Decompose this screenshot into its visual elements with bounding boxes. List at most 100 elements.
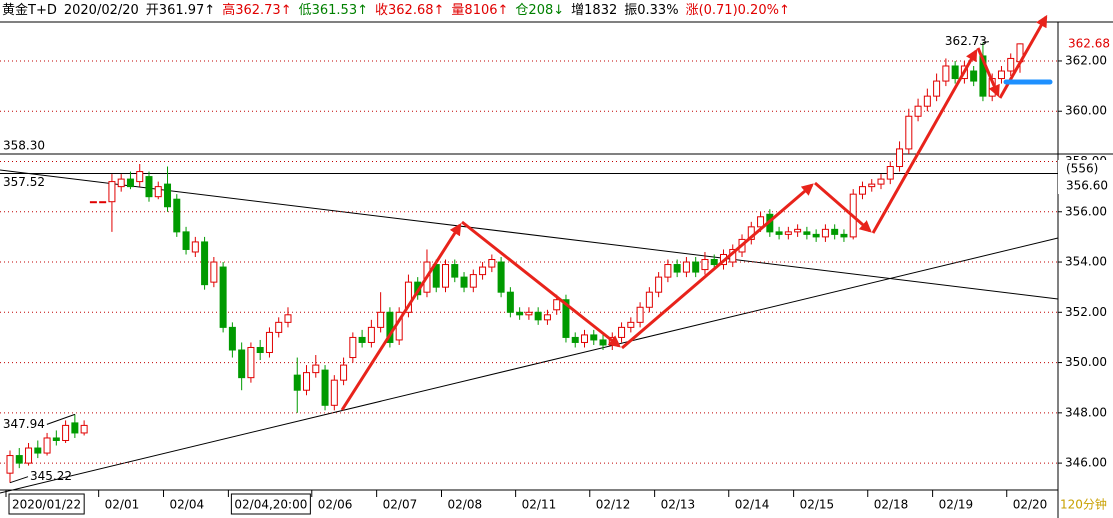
candle-body [553,299,561,311]
quote-text: 开361.97 [145,3,205,18]
annotation: 345.22 [30,469,72,483]
candle-body [154,186,162,198]
candle-body [479,266,487,276]
quote-text: 黄金T+D [2,3,57,18]
candle-body [108,181,116,203]
axis-box-label: (556) [1066,162,1098,176]
candle-body [358,336,366,343]
arrow [814,181,872,233]
arrow [461,220,621,348]
quote-item: 黄金T+D [2,2,57,20]
candle-body [136,171,144,183]
candle-body [525,311,533,316]
last-price: 362.68 [1068,36,1110,50]
candle-body [52,437,60,441]
candle-body [618,326,626,338]
quote-text: 增1832 [571,3,618,18]
candle-body [43,437,51,454]
candle-body [997,70,1005,80]
candle-body [238,349,246,379]
quote-arrow: ↑ [497,3,509,18]
candle-body [330,379,338,406]
quote-item: 涨(0.71)0.20%↑ [686,2,790,20]
x-tick-label: 02/06 [318,498,353,512]
quote-arrow: ↑ [778,3,790,18]
quote-text: 收362.68 [375,3,434,18]
quote-text: 高362.73 [222,3,281,18]
candle-body [803,231,811,235]
quote-item: 开361.97↑ [146,2,215,20]
y-tick-label: 352.00 [1065,305,1107,319]
candle-body [488,259,496,268]
x-tick-label: 02/11 [522,498,557,512]
candle-body [655,276,663,293]
axis-box [1058,160,1113,194]
candle-body [303,372,311,391]
x-tick-label: 02/04 [170,498,205,512]
candle-body [469,274,477,288]
candle-body [923,95,931,107]
x-tick-label: 02/12 [596,498,631,512]
x-tick-label: 02/15 [800,498,835,512]
candle-body [265,331,273,354]
candle-body [284,314,292,323]
candle-body [933,80,941,97]
candle-body [896,148,904,168]
candle-body [182,231,190,250]
candle-body [534,311,542,321]
y-tick-label: 356.00 [1065,204,1107,218]
x-tick-label: 02/13 [661,498,696,512]
candle-body [692,261,700,273]
candle-body [117,178,125,188]
reference-label: 358.30 [3,138,45,152]
annotation-leader [46,413,76,425]
candle-body [886,166,894,180]
candle-body [247,346,255,379]
x-tick-label: 2020/01/22 [12,498,81,512]
candle-body [349,336,357,359]
candle-body [877,178,885,185]
quote-item: 2020/02/20 [64,2,139,20]
candle-body [71,422,79,434]
candle-body [775,231,783,235]
candle-body [682,261,690,273]
quote-text: 涨(0.71)0.20% [685,3,779,18]
candle-body [256,346,264,354]
quote-item: 高362.73↑ [222,2,291,20]
quote-item: 收362.68↑ [375,2,444,20]
candle-body [812,233,820,238]
candle-body [543,314,551,321]
candle-body [321,369,329,406]
candle-body [228,326,236,351]
candle-body [497,261,505,293]
x-tick-label: 02/20 [1013,498,1048,512]
arrow [998,14,1048,99]
quote-item: 振0.33% [624,2,678,20]
candle-body [367,326,375,343]
candle-body [386,311,394,343]
candle-body [312,364,320,374]
y-tick-label: 346.00 [1065,456,1107,470]
candle-body [451,264,459,278]
candle-body [340,364,348,381]
candle-body [840,233,848,238]
quote-text: 仓208 [515,3,554,18]
trendline [0,169,1059,300]
quote-item: 仓208↓ [515,2,564,20]
candle-body [590,334,598,341]
quote-arrow: ↑ [433,3,445,18]
candle-body [701,259,709,271]
candle-body [636,306,644,323]
candle-body [1007,57,1015,72]
x-tick-label: 02/19 [939,498,974,512]
candle-body [970,70,978,82]
quote-arrow: ↓ [553,3,565,18]
quote-item: 增1832 [571,2,617,20]
quote-text: 量8106 [451,3,498,18]
axis-box-label: 356.60 [1066,179,1108,193]
x-tick-label: 02/08 [448,498,483,512]
annotation-leader [9,476,29,484]
candle-body [99,201,107,204]
candle-body [757,216,765,228]
